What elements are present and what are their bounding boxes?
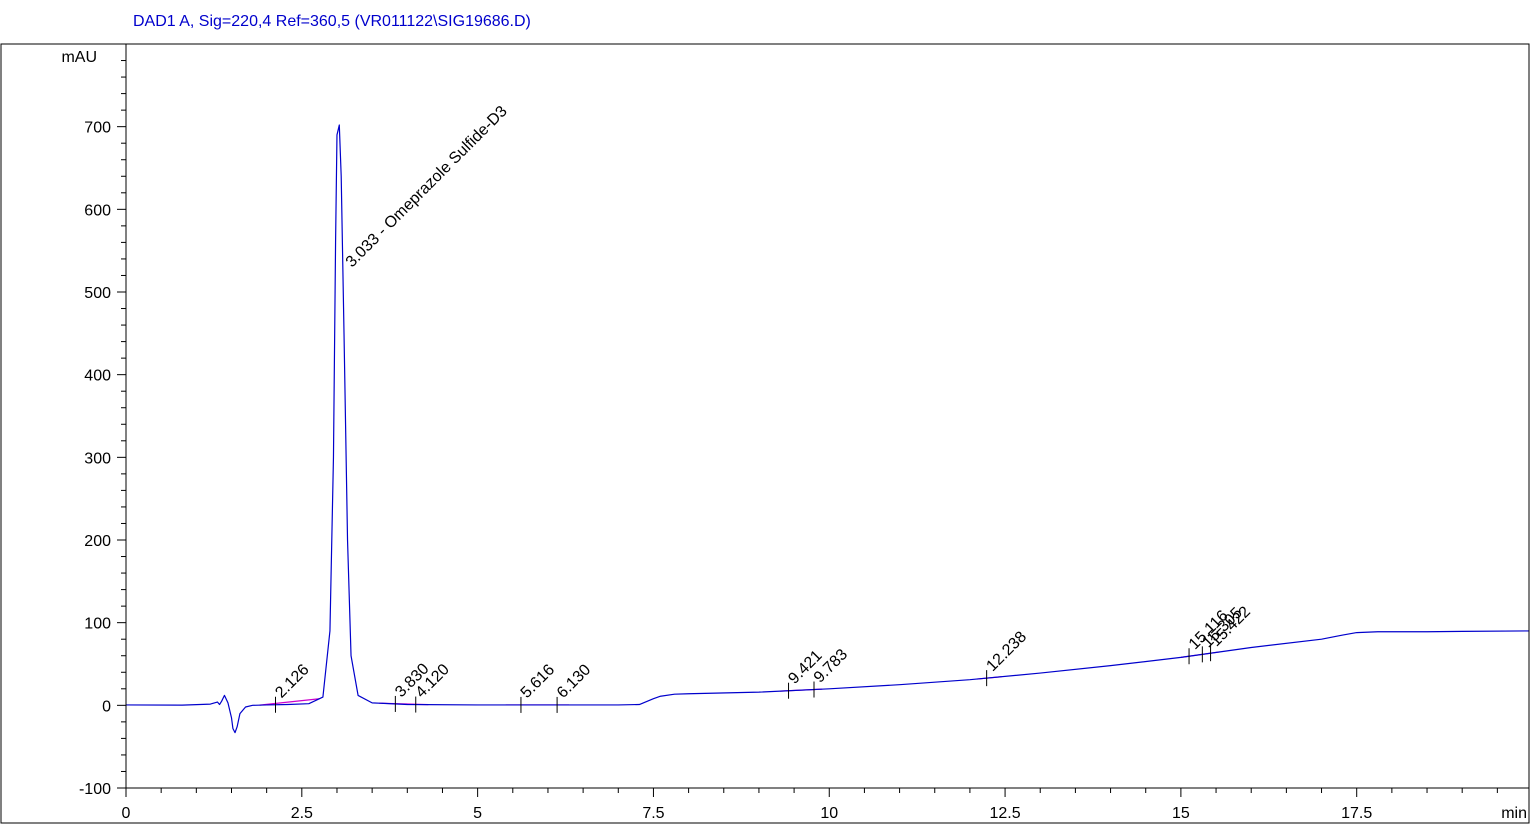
- y-tick-label: 200: [84, 533, 111, 550]
- y-tick-label: 0: [102, 698, 111, 715]
- peak-label: 12.238: [983, 628, 1030, 675]
- y-tick-label: 700: [84, 120, 111, 137]
- plot-frame: [0, 43, 1530, 824]
- y-tick-label: -100: [79, 781, 111, 798]
- main-peak-label: 3.033 - Omeprazole Sulfide-D3: [343, 103, 511, 271]
- x-tick-label: 2.5: [291, 805, 313, 822]
- x-tick-label: 15: [1172, 805, 1190, 822]
- y-tick-label: 500: [84, 285, 111, 302]
- y-tick-label: 300: [84, 450, 111, 467]
- x-tick-label: 12.5: [990, 805, 1021, 822]
- x-tick-label: 0: [122, 805, 131, 822]
- axes-group: -100 0 100 200 300 400 500 600 700 0 2.5 5 7.5 10 12.5…: [0, 43, 1530, 824]
- signal-title: DAD1 A, Sig=220,4 Ref=360,5 (VR011122\SI…: [133, 13, 531, 30]
- signal-trace-group: [125, 124, 1530, 734]
- x-tick-label: 17.5: [1341, 805, 1372, 822]
- y-tick-label: 600: [84, 202, 111, 219]
- x-tick-label: 5: [473, 805, 482, 822]
- peak-label: 2.126: [272, 661, 312, 701]
- integration-baseline: [259, 698, 320, 706]
- x-tick-label: 7.5: [642, 805, 664, 822]
- x-tick-label: 10: [820, 805, 838, 822]
- y-tick-label: 100: [84, 616, 111, 633]
- peak-label: 5.616: [518, 661, 558, 701]
- y-axis-unit-label: mAU: [61, 49, 97, 66]
- y-tick-label: 400: [84, 368, 111, 385]
- peak-label: 6.130: [554, 661, 594, 701]
- signal-trace: [125, 124, 1530, 734]
- x-axis-unit-label: min: [1501, 805, 1527, 822]
